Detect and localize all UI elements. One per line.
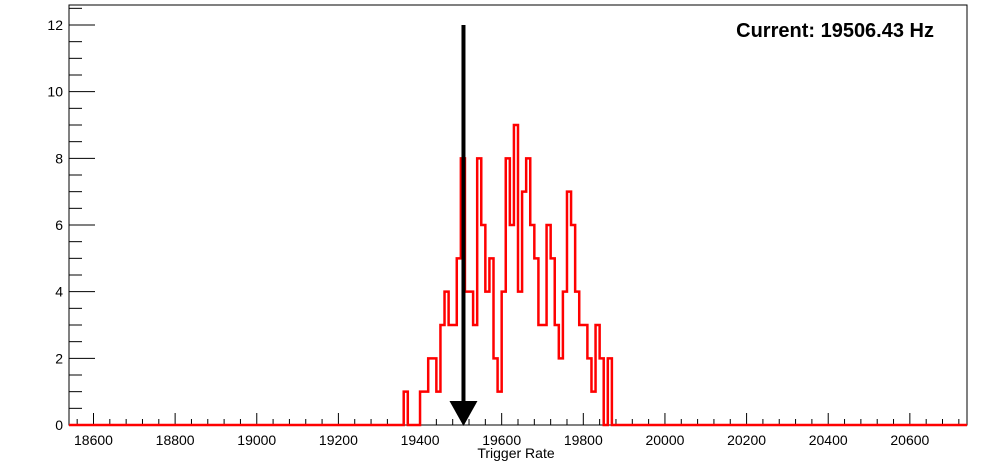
y-tick-label: 8 (55, 150, 63, 166)
x-tick-label: 20000 (645, 432, 684, 448)
x-tick-label: 19400 (401, 432, 440, 448)
current-rate-annotation: Current: 19506.43 Hz (736, 20, 934, 42)
marker-arrowhead (449, 401, 478, 426)
x-tick-label: 20600 (890, 432, 929, 448)
y-axis: 0 2 4 6 8 10 12 (47, 7, 95, 433)
x-tick-label: 19600 (482, 432, 521, 448)
x-tick-label: 19800 (564, 432, 603, 448)
x-tick-label: 19200 (319, 432, 358, 448)
x-tick-label: 19000 (237, 432, 276, 448)
x-tick-label: 20400 (809, 432, 848, 448)
y-tick-label: 2 (55, 350, 63, 366)
x-axis-title: Trigger Rate (477, 445, 555, 461)
x-tick-label: 18800 (156, 432, 195, 448)
y-tick-label: 10 (47, 84, 63, 100)
histogram-series (69, 123, 967, 427)
y-tick-label: 12 (47, 17, 63, 33)
current-rate-marker (449, 25, 478, 426)
y-tick-label: 6 (55, 217, 63, 233)
x-axis: 18600 18800 19000 19200 19400 19600 19800 20000… (74, 413, 960, 448)
x-tick-label: 18600 (74, 432, 113, 448)
y-tick-label: 0 (55, 417, 63, 433)
x-tick-label: 20200 (727, 432, 766, 448)
y-tick-label: 4 (55, 284, 63, 300)
